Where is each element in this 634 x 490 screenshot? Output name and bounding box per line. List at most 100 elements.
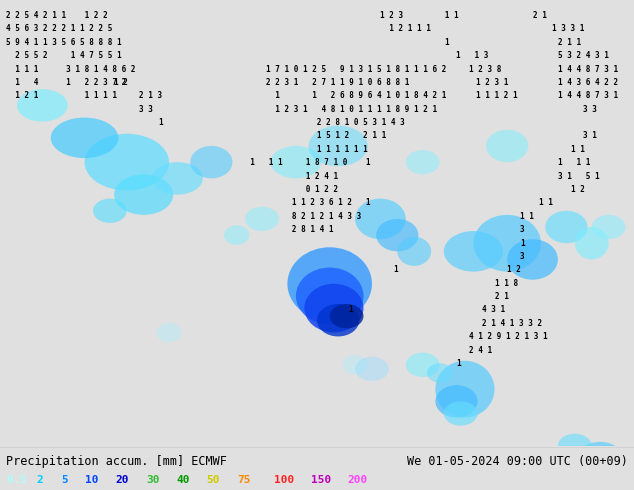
Ellipse shape [376, 219, 418, 251]
Text: 4 1 2 9 1 2 1 3 1: 4 1 2 9 1 2 1 3 1 [469, 332, 548, 341]
Ellipse shape [592, 215, 626, 239]
Text: We 01-05-2024 09:00 UTC (00+09): We 01-05-2024 09:00 UTC (00+09) [407, 455, 628, 468]
Text: 1 1 8: 1 1 8 [495, 279, 517, 288]
Ellipse shape [398, 237, 431, 266]
Text: 1   1 3: 1 1 3 [456, 51, 489, 60]
Text: 1 3 3 1: 1 3 3 1 [552, 24, 584, 33]
Ellipse shape [287, 247, 372, 320]
Ellipse shape [309, 125, 368, 166]
Ellipse shape [342, 355, 368, 374]
Text: 1 2: 1 2 [571, 185, 585, 194]
Text: 1 1 1      3 1 8 1 4 8 6 2: 1 1 1 3 1 8 1 4 8 6 2 [6, 65, 136, 74]
Ellipse shape [355, 198, 406, 239]
Ellipse shape [355, 357, 389, 381]
Text: 1 4 4 8 7 3 1: 1 4 4 8 7 3 1 [558, 91, 618, 100]
Text: 2 1 3: 2 1 3 [139, 91, 162, 100]
Text: 1 2 4 1: 1 2 4 1 [241, 172, 338, 181]
Ellipse shape [152, 162, 203, 195]
Ellipse shape [444, 401, 477, 426]
Ellipse shape [245, 207, 279, 231]
Text: 1   1 1     1 8 7 1 0    1: 1 1 1 1 8 7 1 0 1 [241, 158, 370, 167]
Text: 1   1 1: 1 1 1 [558, 158, 590, 167]
Text: 0 1 2 2: 0 1 2 2 [241, 185, 338, 194]
Ellipse shape [596, 462, 634, 490]
Text: 1 2 3 8: 1 2 3 8 [469, 65, 501, 74]
Text: 100: 100 [274, 475, 294, 485]
Ellipse shape [271, 146, 321, 178]
Text: 30: 30 [146, 475, 159, 485]
Text: 1 2 3         1 1: 1 2 3 1 1 [380, 11, 459, 20]
Text: 1       1   2 6 8 9 6 4 1 0 1 8 4 2 1: 1 1 2 6 8 9 6 4 1 0 1 8 4 2 1 [266, 91, 447, 100]
Ellipse shape [224, 225, 249, 245]
Ellipse shape [427, 363, 452, 383]
Ellipse shape [545, 211, 588, 243]
Text: 1 2: 1 2 [507, 265, 521, 274]
Text: 2 1: 2 1 [533, 11, 547, 20]
Text: 200: 200 [347, 475, 368, 485]
Text: 75: 75 [237, 475, 250, 485]
Text: 2 1 4 1 3 3 2: 2 1 4 1 3 3 2 [482, 319, 542, 328]
Text: 1 2 3 1   4 8 1 0 1 1 1 1 8 9 1 2 1: 1 2 3 1 4 8 1 0 1 1 1 1 8 9 1 2 1 [266, 105, 437, 114]
Text: 1 1 2 3 6 1 2   1: 1 1 2 3 6 1 2 1 [241, 198, 370, 207]
Ellipse shape [114, 174, 173, 215]
Text: 2 1: 2 1 [495, 292, 508, 301]
Text: 3 3: 3 3 [139, 105, 153, 114]
Ellipse shape [436, 385, 477, 417]
Ellipse shape [444, 231, 503, 271]
Text: 8 2 1 2 1 4 3 3: 8 2 1 2 1 4 3 3 [241, 212, 361, 221]
Text: 1 5 1 2   2 1 1: 1 5 1 2 2 1 1 [266, 131, 387, 141]
Text: 1: 1 [456, 359, 461, 368]
Ellipse shape [558, 434, 592, 458]
Ellipse shape [51, 118, 119, 158]
Ellipse shape [190, 146, 233, 178]
Ellipse shape [84, 134, 169, 191]
Text: 40: 40 [176, 475, 190, 485]
Ellipse shape [406, 150, 439, 174]
Text: 2 2 5 4 2 1 1    1 2 2: 2 2 5 4 2 1 1 1 2 2 [6, 11, 108, 20]
Text: Precipitation accum. [mm] ECMWF: Precipitation accum. [mm] ECMWF [6, 455, 227, 468]
Ellipse shape [474, 215, 541, 271]
Ellipse shape [575, 442, 626, 482]
Text: 3: 3 [520, 252, 524, 261]
Ellipse shape [406, 353, 439, 377]
Ellipse shape [296, 268, 363, 324]
Text: 1 2: 1 2 [114, 78, 128, 87]
Ellipse shape [436, 361, 495, 417]
Text: 2: 2 [37, 475, 44, 485]
Text: 2 1 1: 2 1 1 [558, 38, 581, 47]
Text: 1   4      1   2 2 3 7 2: 1 4 1 2 2 3 7 2 [6, 78, 127, 87]
Text: 2 8 1 4 1: 2 8 1 4 1 [241, 225, 333, 234]
Text: 10: 10 [85, 475, 98, 485]
Text: 5: 5 [61, 475, 68, 485]
Text: 1 1: 1 1 [571, 145, 585, 154]
Text: 1 4 4 8 7 3 1: 1 4 4 8 7 3 1 [558, 65, 618, 74]
Text: 1 1 1 2 1: 1 1 1 2 1 [476, 91, 517, 100]
Ellipse shape [575, 227, 609, 259]
Text: 1: 1 [158, 118, 163, 127]
Text: 1: 1 [444, 38, 448, 47]
Text: 1 1: 1 1 [520, 212, 534, 221]
Text: 20: 20 [115, 475, 129, 485]
Ellipse shape [157, 323, 182, 342]
Text: 1: 1 [393, 265, 398, 274]
Text: 5 9 4 1 1 3 5 6 5 8 8 8 1: 5 9 4 1 1 3 5 6 5 8 8 8 1 [6, 38, 122, 47]
Ellipse shape [507, 239, 558, 280]
Text: 1 2 1 1 1: 1 2 1 1 1 [380, 24, 431, 33]
Text: 2 2 3 1   2 7 1 1 9 1 0 6 8 8 1: 2 2 3 1 2 7 1 1 9 1 0 6 8 8 1 [266, 78, 410, 87]
Text: 1: 1 [349, 305, 353, 315]
Text: 4 3 1: 4 3 1 [482, 305, 505, 315]
Ellipse shape [330, 304, 363, 328]
Text: 0.5: 0.5 [6, 475, 27, 485]
Text: 50: 50 [207, 475, 220, 485]
Text: 3 3: 3 3 [583, 105, 597, 114]
Text: 2 2 8 1 0 5 3 1 4 3: 2 2 8 1 0 5 3 1 4 3 [266, 118, 405, 127]
Ellipse shape [304, 284, 363, 332]
Text: 1 7 1 0 1 2 5   9 1 3 1 5 1 8 1 1 1 6 2: 1 7 1 0 1 2 5 9 1 3 1 5 1 8 1 1 1 6 2 [266, 65, 447, 74]
Text: 1 1: 1 1 [539, 198, 553, 207]
Text: 1 2 1          1 1 1 1: 1 2 1 1 1 1 1 [6, 91, 117, 100]
Text: 1: 1 [520, 239, 524, 247]
Text: 1 4 3 6 4 2 2: 1 4 3 6 4 2 2 [558, 78, 618, 87]
Text: 3 1: 3 1 [583, 131, 597, 141]
Text: 1 2 3 1: 1 2 3 1 [476, 78, 508, 87]
Text: 150: 150 [311, 475, 331, 485]
